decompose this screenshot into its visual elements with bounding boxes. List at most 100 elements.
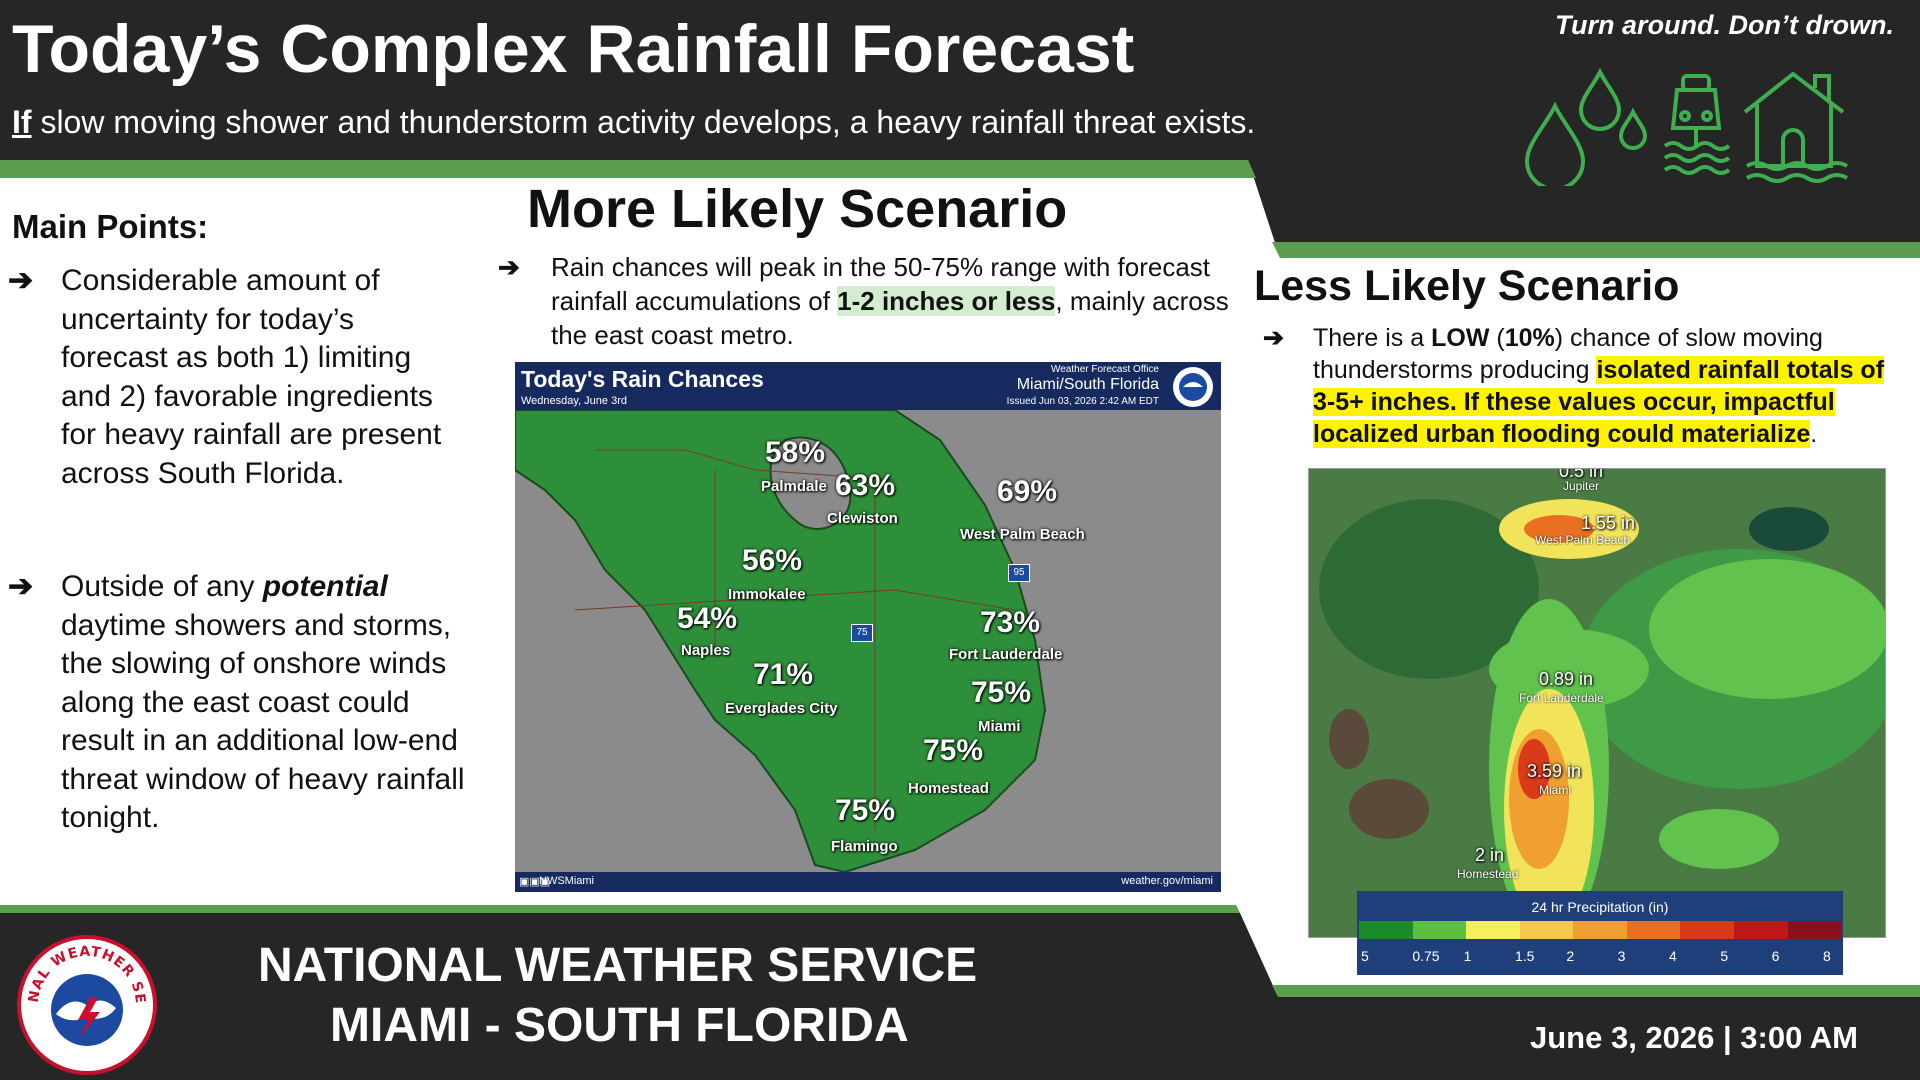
legend-swatch [1626, 921, 1681, 939]
less-likely-highlight: isolated rainfall totals of 3-5+ inches.… [1313, 356, 1885, 448]
legend-tick: 3 [1617, 948, 1626, 964]
more-likely-pre: Rain chances will peak in the 50-75% ran… [551, 252, 1211, 316]
florida-land [515, 410, 1047, 872]
precip-west-palm-city: West Palm Beach [1535, 533, 1631, 547]
raindrops-icon [1524, 67, 1648, 186]
footer-agency-name: NATIONAL WEATHER SERVICE [258, 939, 978, 992]
legend-tick: 4 [1669, 948, 1677, 964]
precip-fort-lauderdale-city: Fort Lauderdale [1519, 691, 1604, 705]
pct-flamingo: 75% [835, 794, 896, 827]
arrow-icon: ➔ [498, 252, 520, 282]
city-homestead: Homestead [908, 780, 989, 797]
footer-datetime: June 3, 2026 | 3:00 AM [1529, 1020, 1858, 1055]
rain-map-header: Today's Rain Chances Wednesday, June 3rd… [515, 362, 1221, 410]
precip-shading [1309, 469, 1885, 937]
less-likely-mid: ) chance of slow moving thunderstorms pr… [1313, 324, 1823, 384]
safety-tagline: Turn around. Don’t drown. [1555, 10, 1894, 40]
legend-tick: 5 [1720, 948, 1729, 964]
legend-swatch [1733, 921, 1788, 939]
less-likely-pct: 10% [1504, 324, 1555, 352]
social-icons: ▣▣▣ [519, 876, 551, 888]
rain-map-footer: ▣▣▣ NWSMiami weather.gov/miami [515, 872, 1221, 892]
less-likely-bullet: ➔ There is a LOW (10%) chance of slow mo… [1263, 322, 1913, 450]
city-naples: Naples [681, 642, 731, 659]
legend-tick: 8 [1823, 948, 1831, 964]
less-likely-text: There is a LOW (10%) chance of slow movi… [1313, 322, 1913, 450]
more-likely-post: , mainly across the east coast metro. [551, 286, 1229, 350]
nws-logo-small [1173, 367, 1213, 407]
legend-tick: 5 [1361, 948, 1369, 964]
legend-color-bar [1359, 921, 1842, 939]
legend-tick: 1 [1463, 948, 1472, 964]
precip-legend: 24 hr Precipitation (in) 5 0.75 1 1.5 2 3 4 5 6 8 [1357, 891, 1843, 975]
footer-background [0, 905, 1920, 1080]
main-point-1: ➔ Considerable amount of uncertainty for… [8, 262, 468, 493]
arrow-icon: ➔ [8, 570, 34, 603]
precipitation-map: 0.5 in Jupiter 1.55 in West Palm Beach 0… [1308, 468, 1886, 938]
precip-jupiter-value: 0.5 in [1559, 468, 1604, 481]
pct-miami: 75% [971, 676, 1032, 709]
pct-clewiston: 63% [835, 469, 896, 502]
legend-swatch [1519, 921, 1574, 939]
main-point-1-text: Considerable amount of uncertainty for t… [61, 264, 442, 490]
pct-immokalee: 56% [742, 544, 803, 577]
city-immokalee: Immokalee [728, 586, 806, 603]
rain-chances-map: Today's Rain Chances Wednesday, June 3rd… [515, 362, 1221, 892]
car-in-flood-icon [1663, 74, 1731, 175]
flooded-house-icon [1743, 71, 1849, 183]
page-subtitle: If slow moving shower and thunderstorm a… [12, 104, 1255, 141]
city-miami: Miami [978, 718, 1021, 735]
legend-tick: 2 [1566, 948, 1575, 964]
page-title: Today’s Complex Rainfall Forecast [12, 11, 1135, 87]
legend-tick: 6 [1771, 948, 1780, 964]
legend-swatch [1573, 921, 1627, 939]
main-points-heading: Main Points: [12, 208, 209, 245]
main-point-2-emphasis: potential [262, 570, 388, 603]
i95-shield-icon: 95 [1008, 564, 1030, 582]
pct-homestead: 75% [923, 734, 984, 767]
legend-swatch [1680, 921, 1734, 939]
pct-palmdale: 58% [765, 436, 826, 469]
i75-shield-icon: 75 [851, 624, 873, 642]
legend-swatch [1787, 921, 1842, 939]
precip-miami-city: Miami [1539, 783, 1571, 797]
less-likely-paren-open: ( [1489, 324, 1505, 352]
arrow-icon: ➔ [1263, 324, 1284, 352]
issued-time: Issued Jun 03, 2026 2:42 AM EDT [1006, 396, 1159, 407]
precip-homestead-value: 2 in [1475, 845, 1505, 865]
precip-fort-lauderdale-value: 0.89 in [1539, 669, 1594, 689]
city-flamingo: Flamingo [831, 838, 898, 855]
wfo-name: Miami/South Florida [1016, 376, 1159, 393]
header-background [0, 0, 1920, 258]
rain-map-date: Wednesday, June 3rd [521, 395, 627, 407]
precip-miami-value: 3.59 in [1527, 761, 1582, 781]
legend-tick: 1.5 [1515, 948, 1535, 964]
precip-west-palm-value: 1.55 in [1581, 513, 1636, 533]
legend-swatch [1412, 921, 1467, 939]
social-handle: NWSMiami [539, 875, 594, 887]
legend-swatch [1359, 921, 1413, 939]
more-likely-highlight: 1-2 inches or less [837, 286, 1056, 316]
less-likely-pre: There is a [1313, 324, 1432, 352]
more-likely-bullet: ➔ Rain chances will peak in the 50-75% r… [498, 250, 1238, 352]
main-point-2: ➔ Outside of any potential daytime showe… [8, 568, 468, 838]
footer-office-name: MIAMI - SOUTH FLORIDA [330, 999, 909, 1052]
legend-swatch [1466, 921, 1520, 939]
pct-fort-lauderdale: 73% [980, 606, 1041, 639]
subtitle-text: slow moving shower and thunderstorm acti… [31, 104, 1256, 140]
precip-homestead-city: Homestead [1457, 867, 1519, 881]
pct-everglades-city: 71% [753, 658, 814, 691]
city-fort-lauderdale: Fort Lauderdale [949, 646, 1063, 663]
website-link: weather.gov/miami [1121, 875, 1213, 887]
legend-tick: 0.75 [1412, 948, 1440, 964]
city-palmdale: Palmdale [761, 478, 827, 495]
header-icons [1524, 67, 1849, 186]
more-likely-text: Rain chances will peak in the 50-75% ran… [551, 250, 1238, 352]
city-clewiston: Clewiston [827, 510, 898, 527]
legend-title: 24 hr Precipitation (in) [1531, 899, 1669, 915]
nws-logo: NATIONAL WEATHER SERVICE [16, 934, 157, 1075]
precip-jupiter-city: Jupiter [1563, 479, 1600, 493]
rain-map-title: Today's Rain Chances [521, 366, 764, 392]
arrow-icon: ➔ [8, 264, 34, 297]
pct-naples: 54% [677, 602, 738, 635]
